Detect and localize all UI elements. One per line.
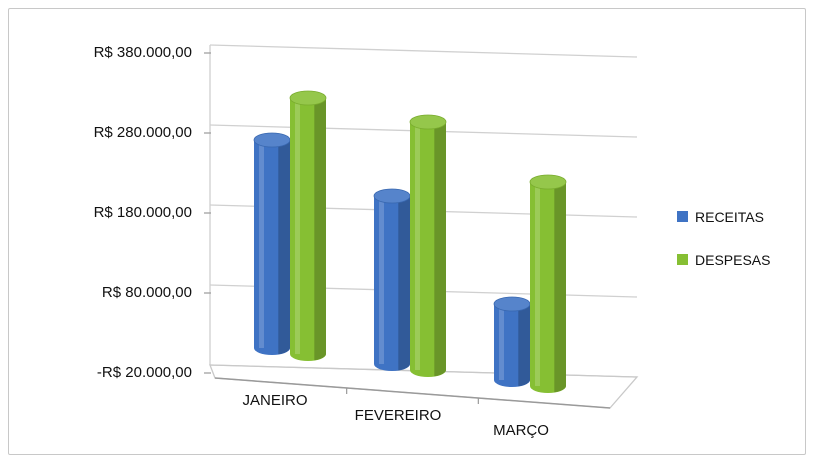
bars [253,90,567,393]
legend-swatch [677,254,688,265]
x-axis-labels: JANEIRO FEVEREIRO MARÇO [242,392,548,439]
y-axis-labels: -R$ 20.000,00 R$ 80.000,00 R$ 180.000,00 R$… [94,44,192,381]
x-tick-label: MARÇO [493,422,549,439]
bar-top [409,114,447,130]
legend-label: RECEITAS [695,209,764,225]
legend-label: DESPESAS [695,252,770,268]
gridline [209,44,638,58]
x-tick-label: FEVEREIRO [355,407,442,424]
x-axis-line [214,377,611,409]
bar-shade [314,98,326,361]
y-tick-label: R$ 280.000,00 [94,124,192,141]
y-tick-label: R$ 180.000,00 [94,204,192,221]
bar-shade [398,196,410,371]
y-tick-label: R$ 380.000,00 [94,44,192,61]
bar-shade [518,304,530,387]
bar-top [529,174,567,190]
bar-shade [278,140,290,355]
bar-shade [434,122,446,377]
bar-receitas [493,296,531,387]
bar-highlight [535,182,540,386]
bar-despesas [289,90,327,361]
y-tick-label: R$ 80.000,00 [102,284,192,301]
bar-top [493,296,531,312]
x-tick-label: JANEIRO [242,392,307,409]
bar-receitas [253,132,291,355]
bar-shade [554,182,566,393]
bar-top [289,90,327,106]
bar-receitas [373,188,411,371]
bar-despesas [409,114,447,377]
legend: RECEITAS DESPESAS [677,209,770,268]
bar-highlight [259,140,264,348]
bar-highlight [415,122,420,370]
bar-highlight [499,304,504,380]
bar-highlight [379,196,384,364]
bar-despesas [529,174,567,393]
legend-swatch [677,211,688,222]
bar-top [373,188,411,204]
bar-highlight [295,98,300,354]
y-tick-label: -R$ 20.000,00 [97,364,192,381]
bar-top [253,132,291,148]
